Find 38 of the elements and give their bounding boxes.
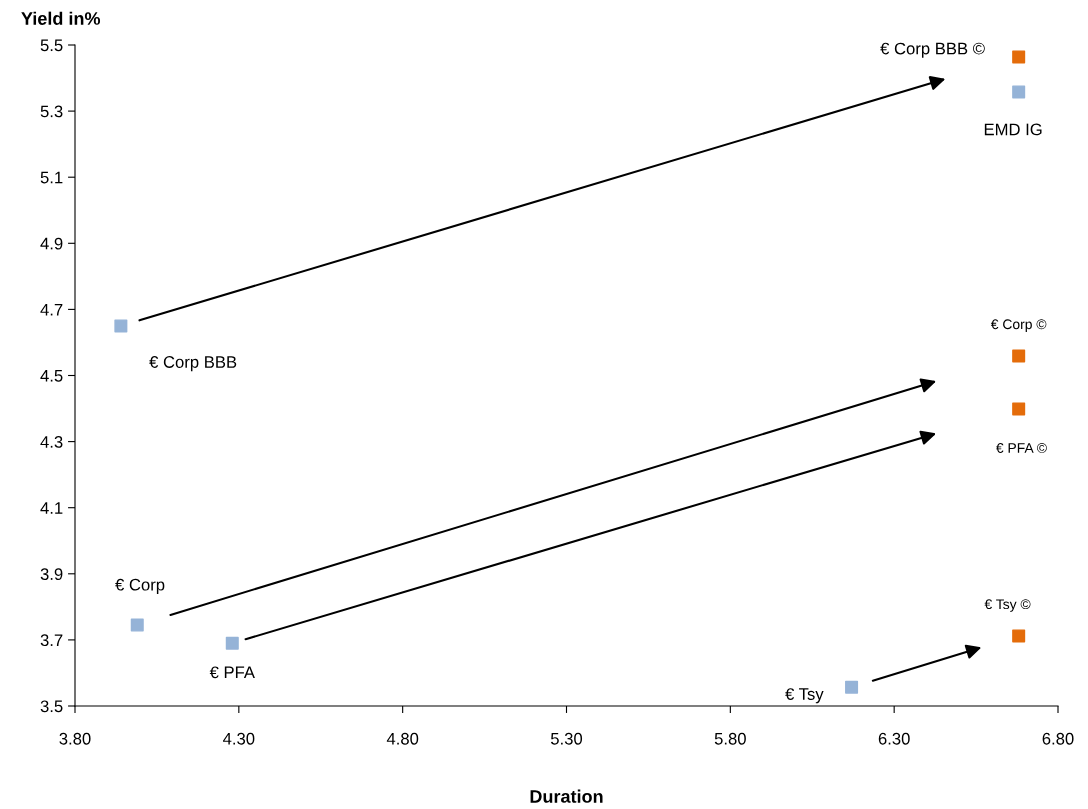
annotation: € Tsy © <box>984 599 1031 612</box>
point <box>130 618 144 632</box>
annotation: € Corp BBB <box>149 356 237 372</box>
annotation: € Corp © <box>990 319 1047 332</box>
y-tick-label: 3.5 <box>40 700 63 713</box>
y-tick-label: 4.5 <box>40 370 63 382</box>
point <box>1012 349 1026 363</box>
annotation: € Corp BBB © <box>880 42 985 58</box>
x-tick-label: 5.30 <box>550 732 583 745</box>
y-tick-label: 5.1 <box>40 171 63 184</box>
point <box>845 680 859 694</box>
y-axis-title: Yield in% <box>21 11 101 25</box>
point <box>1012 50 1026 64</box>
y-tick-label: 3.9 <box>40 568 63 580</box>
annotation: € Corp <box>115 578 165 594</box>
x-tick-label: 4.30 <box>223 732 255 745</box>
x-tick-label: 6.80 <box>1042 732 1074 745</box>
x-tick-label: 4.80 <box>386 732 419 745</box>
y-tick-label: 4.9 <box>40 237 63 250</box>
x-axis-title: Duration <box>530 789 603 803</box>
annotation: EMD IG <box>984 123 1042 136</box>
point <box>114 319 128 333</box>
y-tick-label: 4.7 <box>40 303 63 316</box>
annotation: € PFA © <box>995 443 1047 453</box>
point <box>1012 402 1026 416</box>
annotation: € PFA <box>209 666 255 679</box>
x-tick-label: 5.80 <box>714 732 746 745</box>
y-tick-label: 5.5 <box>40 39 63 52</box>
point <box>225 636 239 650</box>
annotation: € Tsy <box>785 688 824 704</box>
x-tick-label: 3.80 <box>59 732 91 745</box>
y-tick-label: 4.1 <box>40 502 63 514</box>
point <box>1012 629 1026 643</box>
point <box>1012 85 1026 99</box>
y-tick-label: 4.3 <box>40 436 63 448</box>
y-tick-label: 5.3 <box>40 105 63 118</box>
y-tick-label: 3.7 <box>40 634 63 647</box>
x-tick-label: 6.30 <box>878 732 910 745</box>
